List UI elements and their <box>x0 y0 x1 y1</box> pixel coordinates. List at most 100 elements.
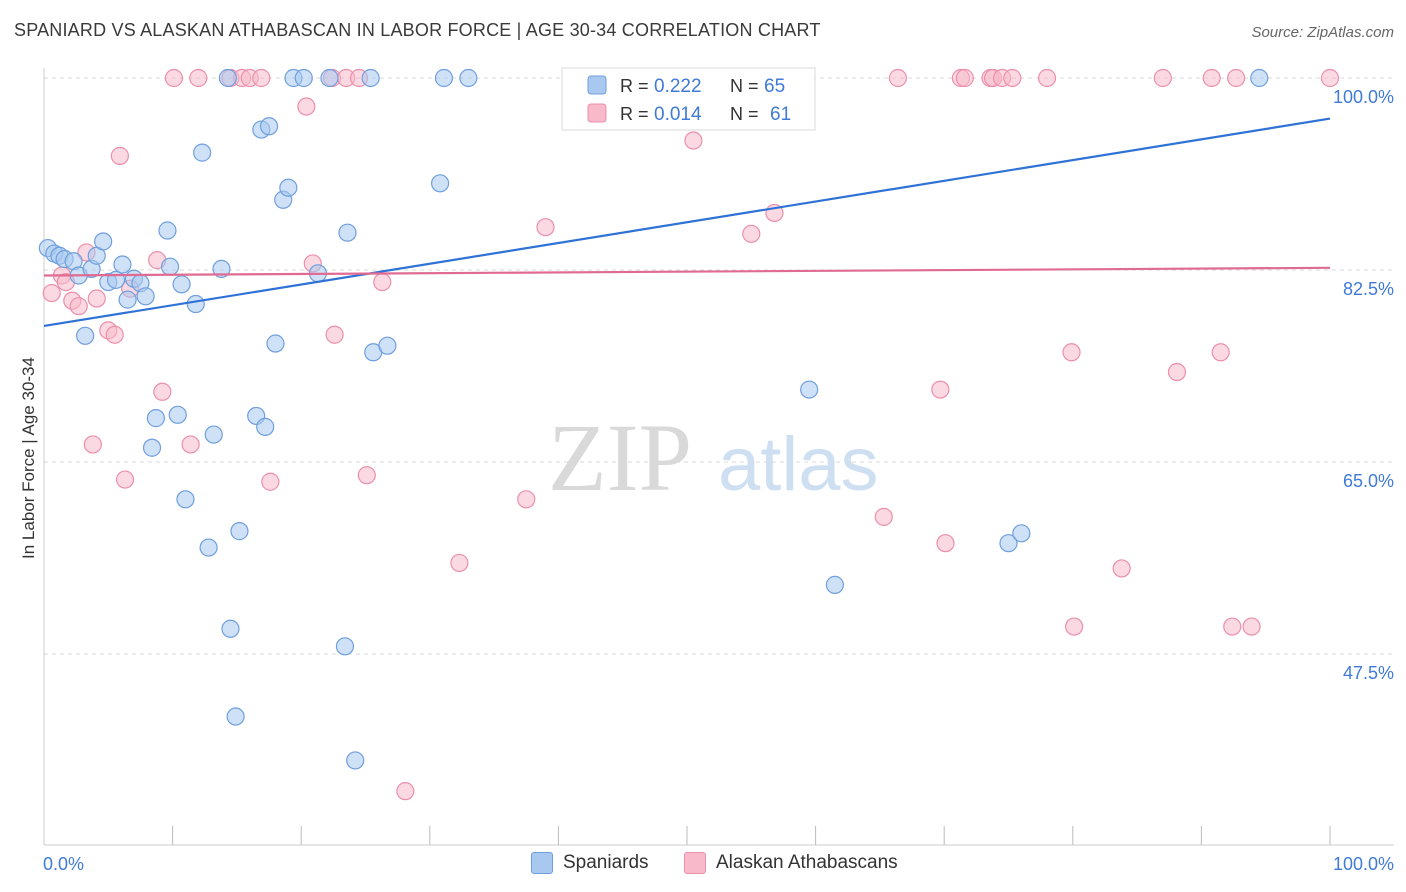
y-tick-labels: 47.5% 65.0% 82.5% 100.0% <box>1333 87 1394 683</box>
alaskan-point-17 <box>189 68 208 88</box>
alaskan-point-15 <box>164 68 183 88</box>
trend-lines <box>43 117 1331 328</box>
alaskan-point-51 <box>1064 617 1084 636</box>
spaniards-point-46 <box>346 751 365 770</box>
spaniards-point-27 <box>204 425 223 444</box>
spaniards-point-49 <box>378 336 397 355</box>
spaniards-point-44 <box>335 637 355 656</box>
alaskan-point-50 <box>1062 343 1081 362</box>
y-tick-label-2: 82.5% <box>1343 279 1394 299</box>
watermark-zip: ZIP <box>548 404 692 511</box>
x-tick-label-min: 0.0% <box>43 854 84 874</box>
alaskan-point-58 <box>1227 68 1246 88</box>
alaskan-point-40 <box>888 68 908 88</box>
spaniards-point-19 <box>158 221 177 240</box>
spaniards-point-23 <box>176 490 195 509</box>
spaniards-point-32 <box>230 522 249 541</box>
alaskan-point-52 <box>1112 559 1131 578</box>
legend-swatch-spaniards <box>587 75 607 95</box>
spaniards-point-39 <box>279 178 298 197</box>
spaniards-point-24 <box>186 294 205 314</box>
spaniards-point-22 <box>172 275 191 294</box>
spaniards-point-25 <box>193 143 212 162</box>
spaniards-point-57 <box>800 380 819 399</box>
spaniards-point-50 <box>430 174 450 193</box>
alaskan-point-4 <box>69 297 88 316</box>
alaskan-point-32 <box>450 553 469 573</box>
alaskan-point-23 <box>297 97 316 116</box>
alaskan-point-59 <box>1242 617 1261 636</box>
spaniards-point-35 <box>256 417 275 436</box>
legend-n-label-1: N = <box>730 76 759 96</box>
spaniards-point-52 <box>459 68 478 88</box>
spaniards-point-13 <box>118 290 137 309</box>
spaniards-point-36 <box>259 117 279 136</box>
legend-r-value-2: 0.014 <box>654 104 702 125</box>
spaniards-trend-line <box>43 117 1331 328</box>
spaniards-point-51 <box>434 68 454 88</box>
alaskan-point-55 <box>1202 68 1221 88</box>
spaniards-point-9 <box>94 232 113 251</box>
alaskan-point-7 <box>87 289 106 308</box>
spaniards-point-29 <box>218 68 237 88</box>
alaskan-point-60 <box>1320 68 1340 88</box>
spaniards-point-47 <box>361 68 380 88</box>
x-tick-label-max: 100.0% <box>1333 854 1394 874</box>
spaniards-point-45 <box>338 223 357 242</box>
spaniards-point-31 <box>226 707 245 726</box>
alaskan-point-31 <box>396 782 415 801</box>
alaskan-point-37 <box>742 224 761 243</box>
alaskan-point-6 <box>83 435 102 454</box>
spaniards-point-59 <box>999 534 1018 553</box>
watermark: ZIP atlas <box>548 404 879 511</box>
source-credit: Source: ZipAtlas.com <box>1251 24 1394 41</box>
spaniards-point-41 <box>294 68 313 88</box>
data-points <box>38 68 1340 801</box>
legend-swatch-pink <box>684 852 706 874</box>
legend-item-alaskan-athabascans[interactable]: Alaskan Athabascans <box>684 852 898 874</box>
alaskan-point-44 <box>955 68 974 88</box>
alaskan-point-11 <box>115 470 135 489</box>
spaniards-point-61 <box>1250 68 1269 88</box>
legend-label-spaniards: Spaniards <box>563 852 649 873</box>
alaskan-point-14 <box>153 382 172 401</box>
legend-item-spaniards[interactable]: Spaniards <box>531 852 649 874</box>
alaskan-trend-line <box>43 266 1331 277</box>
spaniards-point-20 <box>160 257 180 276</box>
spaniards-point-30 <box>221 619 240 638</box>
alaskan-point-29 <box>357 466 376 485</box>
alaskan-point-16 <box>181 435 200 454</box>
spaniards-point-6 <box>76 326 95 345</box>
spaniards-point-37 <box>266 334 285 353</box>
axes <box>43 68 1394 846</box>
alaskan-point-54 <box>1167 362 1187 382</box>
correlation-legend: R = 0.222 N = 65 R = 0.014 N = 61 <box>561 67 816 131</box>
spaniards-point-26 <box>199 538 218 557</box>
alaskan-point-30 <box>373 272 392 292</box>
alaskan-point-39 <box>874 507 893 526</box>
spaniards-point-43 <box>320 68 339 88</box>
legend-r-label-1: R = <box>620 76 649 96</box>
spaniards-point-12 <box>113 255 132 274</box>
alaskan-point-26 <box>325 325 344 344</box>
legend-r-value-1: 0.222 <box>654 76 702 97</box>
alaskan-point-42 <box>936 534 955 553</box>
alaskan-point-0 <box>42 283 61 303</box>
legend-label-alaskan-athabascans: Alaskan Athabascans <box>716 852 898 873</box>
alaskan-point-34 <box>536 218 555 237</box>
alaskan-point-10 <box>110 146 129 165</box>
legend-n-label-2: N = <box>730 104 759 124</box>
y-tick-label-3: 100.0% <box>1333 87 1394 107</box>
spaniards-point-58 <box>825 575 844 594</box>
alaskan-point-35 <box>684 131 703 150</box>
alaskan-point-41 <box>931 380 950 399</box>
spaniards-point-18 <box>146 409 165 428</box>
alaskan-point-57 <box>1223 617 1242 636</box>
alaskan-point-48 <box>1003 68 1022 88</box>
chart-title: SPANIARD VS ALASKAN ATHABASCAN IN LABOR … <box>14 20 821 40</box>
alaskan-point-56 <box>1211 343 1230 362</box>
alaskan-point-49 <box>1037 68 1057 88</box>
spaniards-point-17 <box>142 438 162 457</box>
alaskan-point-9 <box>105 325 124 344</box>
